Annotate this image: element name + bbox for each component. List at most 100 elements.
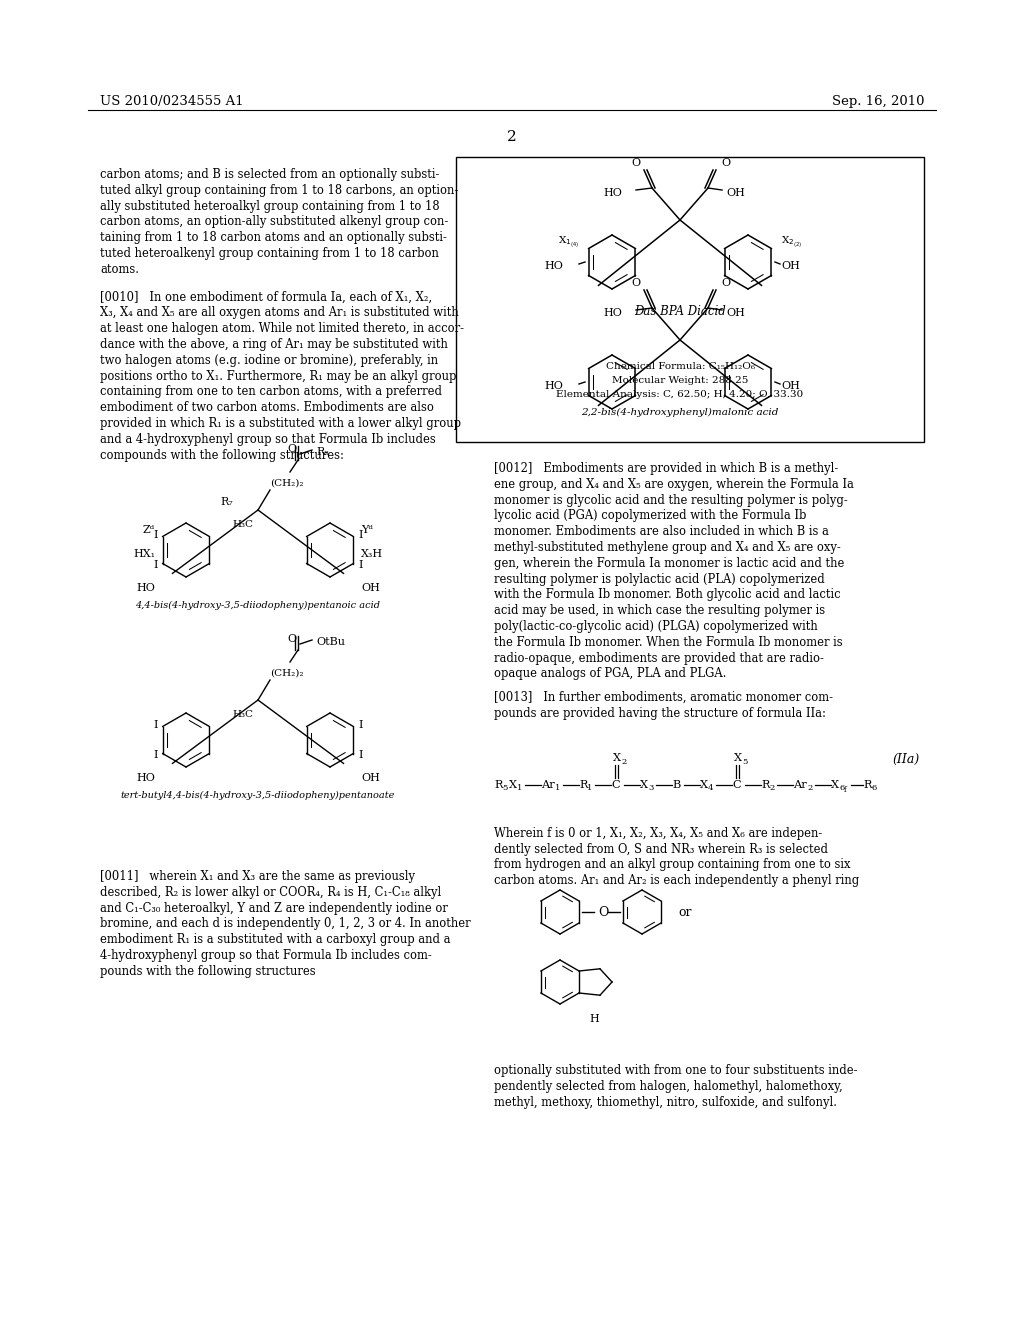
Text: optionally substituted with from one to four substituents inde-: optionally substituted with from one to … bbox=[494, 1064, 857, 1077]
Text: 2: 2 bbox=[807, 784, 812, 792]
Bar bbox=[456, 157, 924, 442]
Text: Ar: Ar bbox=[541, 780, 555, 789]
Text: acid may be used, in which case the resulting polymer is: acid may be used, in which case the resu… bbox=[494, 605, 825, 618]
Text: and a 4-hydroxyphenyl group so that Formula Ib includes: and a 4-hydroxyphenyl group so that Form… bbox=[100, 433, 436, 446]
Text: R: R bbox=[761, 780, 769, 789]
Text: [0010]   In one embodiment of formula Ia, each of X₁, X₂,: [0010] In one embodiment of formula Ia, … bbox=[100, 290, 432, 304]
Text: containing from one to ten carbon atoms, with a preferred: containing from one to ten carbon atoms,… bbox=[100, 385, 442, 399]
Text: poly(lactic-co-glycolic acid) (PLGA) copolymerized with: poly(lactic-co-glycolic acid) (PLGA) cop… bbox=[494, 620, 818, 634]
Text: tuted heteroalkenyl group containing from 1 to 18 carbon: tuted heteroalkenyl group containing fro… bbox=[100, 247, 439, 260]
Text: 4-hydroxyphenyl group so that Formula Ib includes com-: 4-hydroxyphenyl group so that Formula Ib… bbox=[100, 949, 432, 962]
Text: pounds are provided having the structure of formula IIa:: pounds are provided having the structure… bbox=[494, 708, 826, 719]
Text: bromine, and each d is independently 0, 1, 2, 3 or 4. In another: bromine, and each d is independently 0, … bbox=[100, 917, 471, 931]
Text: O: O bbox=[631, 158, 640, 168]
Text: 5: 5 bbox=[742, 758, 748, 766]
Text: I: I bbox=[358, 719, 362, 730]
Text: O: O bbox=[288, 444, 297, 454]
Text: pendently selected from halogen, halomethyl, halomethoxy,: pendently selected from halogen, halomet… bbox=[494, 1080, 843, 1093]
Text: and C₁-C₃₀ heteroalkyl, Y and Z are independently iodine or: and C₁-C₃₀ heteroalkyl, Y and Z are inde… bbox=[100, 902, 447, 915]
Text: O: O bbox=[721, 158, 730, 168]
Text: R: R bbox=[494, 780, 503, 789]
Text: I: I bbox=[358, 561, 362, 570]
Text: C: C bbox=[732, 780, 740, 789]
Text: resulting polymer is polylactic acid (PLA) copolymerized: resulting polymer is polylactic acid (PL… bbox=[494, 573, 824, 586]
Text: Yᵈ: Yᵈ bbox=[361, 525, 373, 535]
Text: O: O bbox=[721, 279, 730, 288]
Text: H₃C: H₃C bbox=[232, 520, 253, 529]
Text: embodiment R₁ is a substituted with a carboxyl group and a: embodiment R₁ is a substituted with a ca… bbox=[100, 933, 451, 946]
Text: methyl, methoxy, thiomethyl, nitro, sulfoxide, and sulfonyl.: methyl, methoxy, thiomethyl, nitro, sulf… bbox=[494, 1096, 837, 1109]
Text: X: X bbox=[734, 752, 742, 763]
Text: carbon atoms; and B is selected from an optionally substi-: carbon atoms; and B is selected from an … bbox=[100, 168, 439, 181]
Text: HO: HO bbox=[603, 187, 622, 198]
Text: OH: OH bbox=[781, 261, 800, 271]
Text: H₃C: H₃C bbox=[232, 710, 253, 719]
Text: (IIa): (IIa) bbox=[893, 752, 920, 766]
Text: Wherein f is 0 or 1, X₁, X₂, X₃, X₄, X₅ and X₆ are indepen-: Wherein f is 0 or 1, X₁, X₂, X₃, X₄, X₅ … bbox=[494, 826, 822, 840]
Text: HO: HO bbox=[544, 261, 563, 271]
Text: 6: 6 bbox=[871, 784, 877, 792]
Text: carbon atoms, an option-ally substituted alkenyl group con-: carbon atoms, an option-ally substituted… bbox=[100, 215, 449, 228]
Text: provided in which R₁ is a substituted with a lower alkyl group: provided in which R₁ is a substituted wi… bbox=[100, 417, 461, 430]
Text: tert-butyl4,4-bis(4-hydroxy-3,5-diiodopheny)pentanoate: tert-butyl4,4-bis(4-hydroxy-3,5-diiodoph… bbox=[121, 791, 395, 800]
Text: Das BPA Diacid: Das BPA Diacid bbox=[634, 305, 726, 318]
Text: I: I bbox=[154, 561, 158, 570]
Text: monomer is glycolic acid and the resulting polymer is polyg-: monomer is glycolic acid and the resulti… bbox=[494, 494, 848, 507]
Text: O: O bbox=[288, 634, 297, 644]
Text: embodiment of two carbon atoms. Embodiments are also: embodiment of two carbon atoms. Embodime… bbox=[100, 401, 434, 414]
Text: 2: 2 bbox=[621, 758, 627, 766]
Text: HO: HO bbox=[603, 308, 622, 318]
Text: X₃, X₄ and X₅ are all oxygen atoms and Ar₁ is substituted with: X₃, X₄ and X₅ are all oxygen atoms and A… bbox=[100, 306, 459, 319]
Text: B: B bbox=[672, 780, 680, 789]
Text: Elemental Analysis: C, 62.50; H, 4.20; O, 33.30: Elemental Analysis: C, 62.50; H, 4.20; O… bbox=[556, 389, 804, 399]
Text: O: O bbox=[631, 279, 640, 288]
Text: X: X bbox=[640, 780, 648, 789]
Text: [0013]   In further embodiments, aromatic monomer com-: [0013] In further embodiments, aromatic … bbox=[494, 692, 833, 704]
Text: 5: 5 bbox=[502, 784, 507, 792]
Text: Ar: Ar bbox=[793, 780, 807, 789]
Text: OH: OH bbox=[726, 308, 744, 318]
Text: lycolic acid (PGA) copolymerized with the Formula Ib: lycolic acid (PGA) copolymerized with th… bbox=[494, 510, 806, 523]
Text: (CH₂)₂: (CH₂)₂ bbox=[270, 669, 303, 678]
Text: [0012]   Embodiments are provided in which B is a methyl-: [0012] Embodiments are provided in which… bbox=[494, 462, 839, 475]
Text: radio-opaque, embodiments are provided that are radio-: radio-opaque, embodiments are provided t… bbox=[494, 652, 824, 664]
Text: X: X bbox=[831, 780, 839, 789]
Text: I: I bbox=[358, 529, 362, 540]
Text: pounds with the following structures: pounds with the following structures bbox=[100, 965, 315, 978]
Text: 6: 6 bbox=[839, 784, 844, 792]
Text: positions ortho to X₁. Furthermore, R₁ may be an alkyl group: positions ortho to X₁. Furthermore, R₁ m… bbox=[100, 370, 457, 383]
Text: I: I bbox=[154, 751, 158, 760]
Text: OH: OH bbox=[726, 187, 744, 198]
Text: I: I bbox=[154, 529, 158, 540]
Text: H: H bbox=[589, 1014, 599, 1024]
Text: [0011]   wherein X₁ and X₃ are the same as previously: [0011] wherein X₁ and X₃ are the same as… bbox=[100, 870, 415, 883]
Text: I: I bbox=[154, 719, 158, 730]
Text: Zᵈ: Zᵈ bbox=[143, 525, 155, 535]
Text: R: R bbox=[863, 780, 871, 789]
Text: OH: OH bbox=[361, 583, 380, 593]
Text: 3: 3 bbox=[648, 784, 653, 792]
Text: or: or bbox=[678, 906, 691, 919]
Text: ene group, and X₄ and X₅ are oxygen, wherein the Formula Ia: ene group, and X₄ and X₅ are oxygen, whe… bbox=[494, 478, 854, 491]
Text: dance with the above, a ring of Ar₁ may be substituted with: dance with the above, a ring of Ar₁ may … bbox=[100, 338, 447, 351]
Text: dently selected from O, S and NR₃ wherein R₃ is selected: dently selected from O, S and NR₃ wherei… bbox=[494, 842, 828, 855]
Text: tuted alkyl group containing from 1 to 18 carbons, an option-: tuted alkyl group containing from 1 to 1… bbox=[100, 183, 459, 197]
Text: (CH₂)₂: (CH₂)₂ bbox=[270, 479, 303, 488]
Text: with the Formula Ib monomer. Both glycolic acid and lactic: with the Formula Ib monomer. Both glycol… bbox=[494, 589, 841, 602]
Text: OH: OH bbox=[781, 381, 800, 391]
Text: the Formula Ib monomer. When the Formula Ib monomer is: the Formula Ib monomer. When the Formula… bbox=[494, 636, 843, 649]
Text: methyl-substituted methylene group and X₄ and X₅ are oxy-: methyl-substituted methylene group and X… bbox=[494, 541, 841, 554]
Text: X$_{2_{(2)}}$: X$_{2_{(2)}}$ bbox=[781, 235, 802, 249]
Text: 4: 4 bbox=[708, 784, 714, 792]
Text: C: C bbox=[611, 780, 620, 789]
Text: 1: 1 bbox=[517, 784, 522, 792]
Text: X$_{1_{(4)}}$: X$_{1_{(4)}}$ bbox=[558, 235, 579, 249]
Text: 2,2-bis(4-hydroxyphenyl)malonic acid: 2,2-bis(4-hydroxyphenyl)malonic acid bbox=[582, 408, 778, 417]
Text: at least one halogen atom. While not limited thereto, in accor-: at least one halogen atom. While not lim… bbox=[100, 322, 464, 335]
Text: from hydrogen and an alkyl group containing from one to six: from hydrogen and an alkyl group contain… bbox=[494, 858, 851, 871]
Text: Chemical Formula: C₁₅H₁₂O₆: Chemical Formula: C₁₅H₁₂O₆ bbox=[605, 362, 755, 371]
Text: atoms.: atoms. bbox=[100, 263, 139, 276]
Text: two halogen atoms (e.g. iodine or bromine), preferably, in: two halogen atoms (e.g. iodine or bromin… bbox=[100, 354, 438, 367]
Text: 1: 1 bbox=[587, 784, 592, 792]
Text: X: X bbox=[700, 780, 709, 789]
